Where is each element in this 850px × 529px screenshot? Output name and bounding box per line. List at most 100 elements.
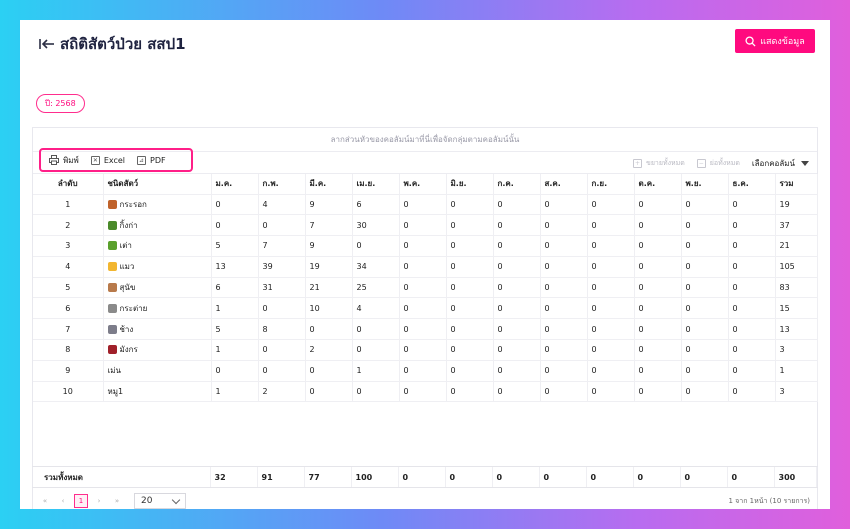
- first-page-button[interactable]: «: [42, 497, 48, 505]
- animal-name: เต่า: [119, 241, 132, 251]
- pdf-button[interactable]: ⊿ PDF: [137, 155, 166, 165]
- month-value: 0: [587, 256, 635, 278]
- month-value: 0: [446, 235, 494, 257]
- column-header[interactable]: ม.ค.: [211, 174, 259, 195]
- month-value: 0: [493, 277, 541, 299]
- month-value: 0: [681, 235, 729, 257]
- month-value: 0: [399, 339, 447, 361]
- row-total: 1: [775, 360, 818, 382]
- month-value: 0: [305, 381, 353, 403]
- column-header[interactable]: พ.ค.: [399, 174, 447, 195]
- table-row[interactable]: 10 หมู1 1 2 0 0 0 0 0 0 0 0 0 0 3: [33, 381, 818, 403]
- caret-down-icon: [801, 160, 809, 166]
- animal-icon: [107, 303, 117, 313]
- month-value: 9: [305, 194, 353, 216]
- column-header[interactable]: มี.ค.: [305, 174, 353, 195]
- toolbar-right: + ขยายทั้งหมด − ย่อทั้งหมด เลือกคอลัมน์: [633, 152, 809, 174]
- month-value: 0: [493, 360, 541, 382]
- month-value: 0: [399, 297, 447, 320]
- row-number: 9: [33, 360, 104, 382]
- page-size-select[interactable]: 20: [134, 493, 186, 509]
- page-size-value: 20: [141, 496, 153, 506]
- animal-icon: [107, 345, 117, 355]
- month-value: 0: [399, 360, 447, 382]
- month-value: 0: [258, 339, 306, 361]
- prev-page-button[interactable]: ‹: [61, 497, 65, 505]
- column-header[interactable]: ลำดับ: [33, 174, 104, 195]
- table-row[interactable]: 6 กระต่าย 1 0 10 4 0 0 0 0 0 0 0 0 15: [33, 297, 818, 320]
- month-value: 0: [540, 318, 588, 341]
- page-info: 1 จาก 1หน้า (10 รายการ): [728, 497, 811, 505]
- collapse-all-button[interactable]: − ย่อทั้งหมด: [696, 158, 740, 169]
- column-header[interactable]: เม.ย.: [352, 174, 400, 195]
- show-data-button[interactable]: แสดงข้อมูล: [735, 29, 815, 53]
- month-value: 0: [728, 214, 776, 237]
- table-row[interactable]: 9 เม่น 0 0 0 1 0 0 0 0 0 0 0 0 1: [33, 360, 818, 382]
- summary-value: 77: [304, 467, 352, 487]
- month-value: 0: [446, 277, 494, 299]
- column-header[interactable]: รวม: [775, 174, 818, 195]
- next-page-button[interactable]: ›: [97, 497, 101, 505]
- animal-type-cell: เม่น: [103, 360, 212, 382]
- month-value: 0: [399, 235, 447, 257]
- column-chooser-button[interactable]: เลือกคอลัมน์: [752, 157, 809, 170]
- column-header[interactable]: ธ.ค.: [728, 174, 776, 195]
- animal-type: กระรอก: [107, 198, 207, 211]
- export-buttons-group: พิมพ์ ✕ Excel ⊿ PDF: [39, 148, 193, 172]
- column-header[interactable]: ต.ค.: [634, 174, 682, 195]
- month-value: 0: [211, 214, 259, 237]
- table-row[interactable]: 5 สุนัข 6 31 21 25 0 0 0 0 0 0 0 0 83: [33, 277, 818, 299]
- table-row[interactable]: 2 กิ้งก่า 0 0 7 30 0 0 0 0 0 0 0 0 37: [33, 214, 818, 237]
- current-page-button[interactable]: 1: [74, 494, 88, 508]
- year-badge[interactable]: ปี: 2568: [36, 94, 85, 113]
- column-header[interactable]: ก.พ.: [258, 174, 306, 195]
- excel-button[interactable]: ✕ Excel: [90, 155, 126, 165]
- month-value: 2: [305, 339, 353, 361]
- table-row[interactable]: 3 เต่า 5 7 9 0 0 0 0 0 0 0 0 0 21: [33, 235, 818, 257]
- month-value: 0: [399, 256, 447, 278]
- month-value: 7: [258, 235, 306, 257]
- month-value: 0: [258, 360, 306, 382]
- animal-type-cell: เต่า: [103, 235, 212, 257]
- last-page-button[interactable]: »: [114, 497, 120, 505]
- column-header[interactable]: ชนิดสัตว์: [103, 174, 212, 195]
- animal-type-cell: ช้าง: [103, 318, 212, 341]
- month-value: 0: [681, 297, 729, 320]
- animal-name: เม่น: [107, 366, 121, 376]
- summary-total: 300: [774, 467, 817, 487]
- month-value: 0: [446, 194, 494, 216]
- table-row[interactable]: 4 แมว 13 39 19 34 0 0 0 0 0 0 0 0 105: [33, 256, 818, 278]
- column-header[interactable]: พ.ย.: [681, 174, 729, 195]
- excel-label: Excel: [103, 155, 126, 165]
- group-panel[interactable]: ลากส่วนหัวของคอลัมน์มาที่นี่เพื่อจัดกลุ่…: [33, 128, 817, 152]
- month-value: 25: [352, 277, 400, 299]
- month-value: 0: [634, 277, 682, 299]
- month-value: 0: [728, 318, 776, 341]
- month-value: 0: [681, 214, 729, 237]
- month-value: 0: [493, 235, 541, 257]
- chevron-down-icon: [171, 495, 181, 504]
- animal-type: มังกร: [107, 343, 207, 356]
- column-header[interactable]: มิ.ย.: [446, 174, 494, 195]
- month-value: 0: [634, 339, 682, 361]
- month-value: 6: [211, 277, 259, 299]
- back-arrow-icon[interactable]: [38, 35, 56, 53]
- table-row[interactable]: 7 ช้าง 5 8 0 0 0 0 0 0 0 0 0 0 13: [33, 318, 818, 341]
- month-value: 0: [493, 318, 541, 341]
- month-value: 0: [446, 297, 494, 320]
- summary-value: 0: [398, 467, 446, 487]
- month-value: 6: [352, 194, 400, 216]
- column-header[interactable]: ส.ค.: [540, 174, 588, 195]
- collapse-all-label: ย่อทั้งหมด: [709, 158, 740, 167]
- animal-icon: [107, 199, 117, 209]
- column-header[interactable]: ก.ค.: [493, 174, 541, 195]
- table-row[interactable]: 8 มังกร 1 0 2 0 0 0 0 0 0 0 0 0 3: [33, 339, 818, 361]
- expand-all-button[interactable]: + ขยายทั้งหมด: [633, 158, 685, 169]
- month-value: 4: [352, 297, 400, 320]
- table-row[interactable]: 1 กระรอก 0 4 9 6 0 0 0 0 0 0 0 0 19: [33, 194, 818, 216]
- summary-value: 32: [210, 467, 258, 487]
- column-header[interactable]: ก.ย.: [587, 174, 635, 195]
- print-button[interactable]: พิมพ์: [49, 154, 79, 167]
- animal-type: กิ้งก่า: [107, 219, 207, 232]
- expand-all-label: ขยายทั้งหมด: [646, 158, 685, 167]
